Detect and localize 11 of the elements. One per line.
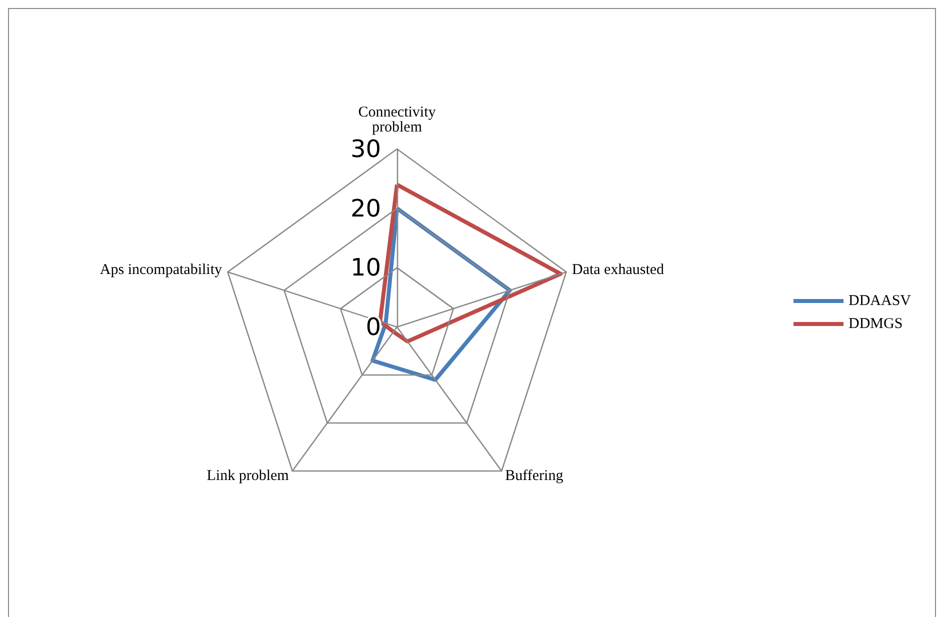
y-tick-label: 10 [350,254,381,282]
y-tick-label: 20 [350,194,381,222]
spoke-label: Connectivity problem [358,104,436,136]
spoke-label: Aps incompatability [100,262,222,278]
legend-label: DDMGS [848,316,903,332]
y-tick-label: 0 [366,313,381,341]
spoke-label: Buffering [505,468,564,484]
spoke-label: Data exhausted [572,262,665,278]
y-tick-label: 30 [350,135,381,163]
spoke-label: Link problem [206,468,290,484]
legend-label: DDAASV [848,293,912,309]
